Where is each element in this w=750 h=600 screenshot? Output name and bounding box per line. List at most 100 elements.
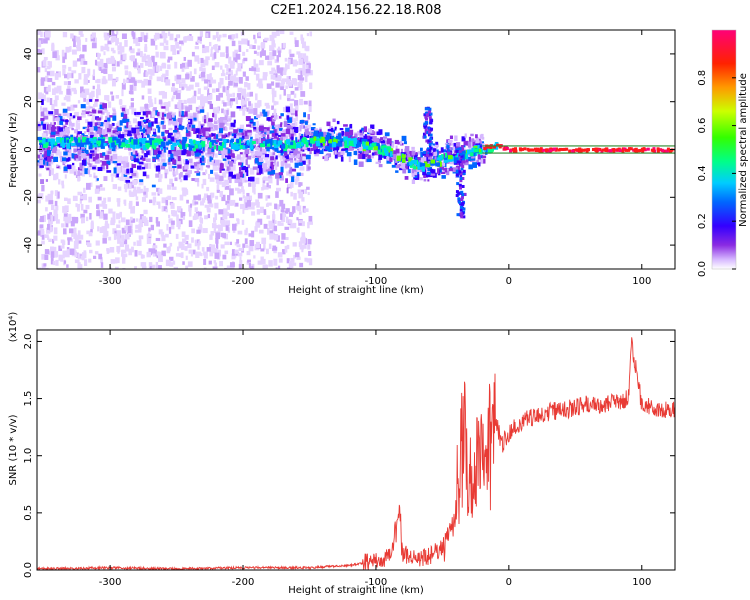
spectrogram-cell	[195, 41, 199, 45]
spectrogram-cell	[77, 131, 83, 135]
spectrogram-cell	[257, 268, 262, 269]
spectrogram-cell	[83, 78, 89, 85]
spectrogram-cell	[225, 71, 229, 76]
spectrogram-cell	[296, 203, 299, 210]
spectrogram-cell	[424, 115, 428, 119]
spectrogram-cell	[401, 158, 406, 163]
spectrogram-cell	[627, 147, 631, 151]
spectrogram-cell	[39, 124, 45, 129]
spectrogram-cell	[440, 155, 443, 160]
spectrogram-cell	[173, 266, 178, 269]
spectrogram-cell	[185, 130, 191, 137]
spectrogram-cell	[268, 222, 274, 230]
spectrogram-cell	[225, 224, 229, 231]
spectrogram-cell	[224, 233, 228, 240]
spectrogram-cell	[234, 187, 240, 191]
spectrogram-cell	[155, 261, 159, 269]
spectrogram-cell	[116, 234, 121, 240]
spectrogram-cell	[245, 151, 249, 158]
spectrogram-cell	[49, 226, 53, 233]
spectrogram-cell	[151, 135, 157, 141]
spectrogram-cell	[141, 132, 144, 138]
spectrogram-cell	[51, 268, 56, 269]
spectrogram-cell	[174, 104, 180, 109]
spectrogram-cell	[395, 170, 399, 173]
spectrogram-cell	[159, 162, 162, 169]
spectrogram-cell	[178, 40, 184, 45]
spectrogram-cell	[108, 236, 112, 241]
spectrogram-cell	[264, 185, 269, 190]
spectrogram-cell	[239, 256, 242, 261]
spectrogram-cell	[109, 115, 113, 118]
spectrogram-cell	[173, 137, 176, 141]
spectrogram-cell	[74, 252, 78, 258]
spectrogram-cell	[329, 142, 334, 148]
spectrogram-cell	[182, 136, 188, 142]
spectrogram-cell	[241, 177, 247, 183]
spectrogram-cell	[122, 156, 127, 162]
spectrogram-cell	[296, 151, 301, 154]
spectrogram-cell	[111, 147, 116, 152]
spectrogram-cell	[431, 169, 436, 174]
spectrogram-cell	[263, 129, 267, 133]
spectrogram-cell	[141, 216, 147, 221]
spectrogram-cell	[60, 245, 65, 249]
spectrogram-cell	[289, 166, 293, 173]
spectrogram-cell	[94, 157, 100, 164]
spectrogram-cell	[65, 158, 70, 162]
spectrogram-cell	[289, 159, 294, 163]
spectrogram-cell	[37, 123, 41, 127]
spectrogram-cell	[167, 154, 172, 157]
spectrogram-cell	[237, 145, 242, 150]
spectrogram-cell	[424, 121, 428, 125]
spectrogram-cell	[246, 92, 252, 97]
spectrogram-cell	[310, 147, 314, 151]
spectrogram-cell	[130, 88, 134, 95]
spectrogram-cell	[267, 130, 271, 135]
spectrogram-cell	[284, 63, 288, 71]
spectrogram-cell	[260, 42, 266, 49]
spectrogram-cell	[229, 139, 233, 145]
spectrogram-cell	[192, 199, 197, 206]
spectrogram-cell	[210, 77, 214, 84]
spectrogram-cell	[89, 106, 93, 109]
spectrogram-cell	[165, 107, 170, 112]
spectrogram-cell	[201, 74, 206, 82]
spectrogram-cell	[199, 157, 202, 164]
spectrogram-cell	[201, 247, 205, 252]
spectrogram-cell	[208, 80, 212, 87]
spectrogram-cell	[253, 34, 256, 40]
spectrogram-cell	[181, 187, 186, 191]
spectrogram-cell	[465, 158, 469, 162]
spectrogram-cell	[223, 120, 227, 125]
spectrogram-cell	[288, 49, 292, 54]
spectrogram-cell	[212, 266, 218, 269]
spectrogram-cell	[542, 148, 546, 152]
spectrogram-cell	[152, 200, 156, 206]
spectrogram-cell	[157, 255, 163, 263]
spectrogram-cell	[211, 79, 217, 84]
spectrogram-cell	[267, 176, 272, 179]
spectrogram-cell	[210, 192, 215, 198]
spectrogram-cell	[263, 111, 268, 117]
spectrogram-cell	[271, 43, 276, 48]
spectrogram-cell	[41, 93, 45, 101]
spectrogram-cell	[44, 267, 49, 269]
spectrogram-cell	[113, 127, 116, 133]
spectrogram-cell	[117, 133, 121, 138]
spectrogram-cell	[178, 140, 183, 145]
spectrogram-cell	[250, 176, 255, 182]
spectrogram-cell	[307, 147, 310, 152]
spectrogram-cell	[202, 97, 206, 104]
spectrogram-cell	[200, 125, 204, 130]
spectrogram-cell	[427, 139, 431, 143]
spectrogram-cell	[169, 157, 175, 162]
spectrogram-cell	[609, 149, 613, 153]
spectrogram-cell	[411, 179, 416, 184]
spectrogram-cell	[248, 263, 251, 269]
spectrogram-cell	[238, 76, 243, 84]
spectrogram-cell	[160, 120, 164, 125]
spectrogram-cell	[244, 130, 248, 137]
spectrogram-cell	[53, 141, 58, 146]
